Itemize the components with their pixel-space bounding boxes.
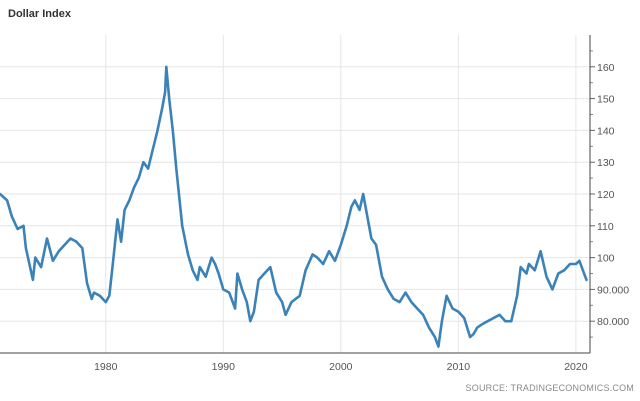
chart-title: Dollar Index xyxy=(8,8,71,20)
y-tick-label-140: 140 xyxy=(597,125,615,137)
source-note: SOURCE: TRADINGECONOMICS.COM xyxy=(465,383,634,393)
y-tick-label-160: 160 xyxy=(597,62,615,74)
y-tick-label-110: 110 xyxy=(597,221,614,233)
series-dollar-index xyxy=(0,65,588,348)
series-line xyxy=(0,65,588,348)
tick-labels: 80.000 90.000 100 110 120 130 140 150 160 1980 199… xyxy=(94,62,629,373)
y-tick-label-100: 100 xyxy=(597,253,615,265)
grid-lines xyxy=(0,35,590,353)
y-tick-label-130: 130 xyxy=(597,157,615,169)
x-tick-label-2010: 2010 xyxy=(447,361,471,373)
x-tick-label-2000: 2000 xyxy=(329,361,353,373)
y-tick-label-90: 90.000 xyxy=(597,284,629,296)
x-tick-label-1980: 1980 xyxy=(94,361,118,373)
x-tick-label-1990: 1990 xyxy=(212,361,236,373)
axes xyxy=(0,35,595,354)
y-tick-label-120: 120 xyxy=(597,189,615,201)
y-tick-label-80: 80.000 xyxy=(597,316,629,328)
x-tick-label-2020: 2020 xyxy=(564,361,588,373)
y-tick-label-150: 150 xyxy=(597,94,615,106)
